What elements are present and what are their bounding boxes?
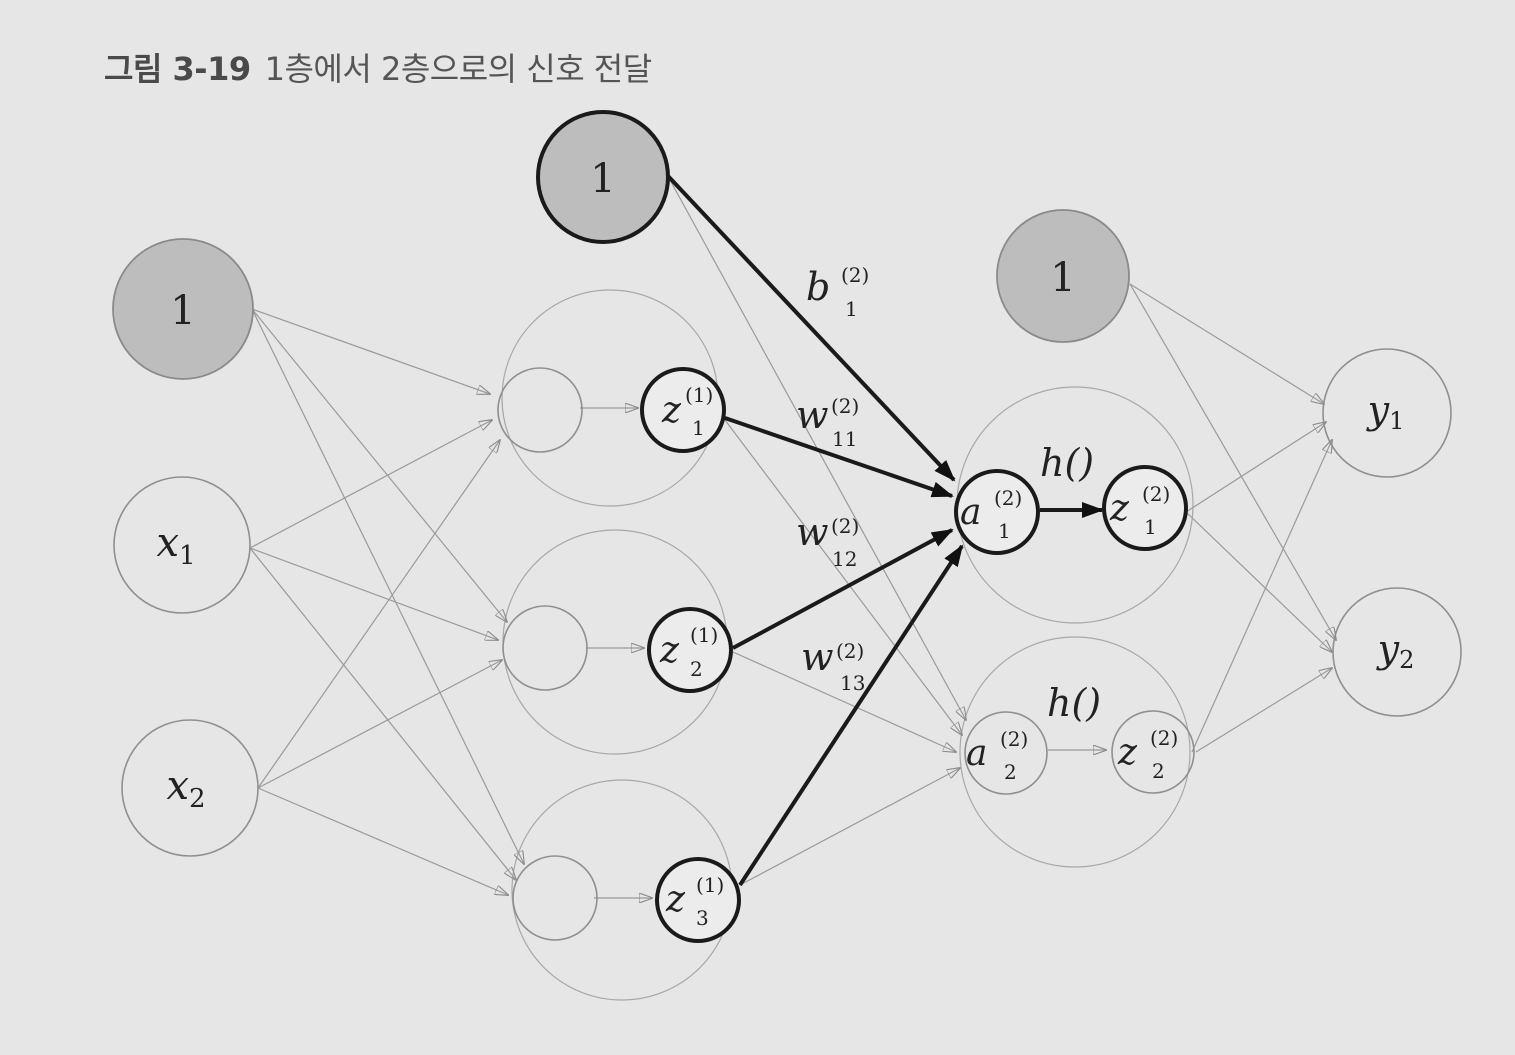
edge [257,660,502,789]
weight-label-w11: w (2) 11 [796,393,864,451]
layer1-sum-node-3 [512,855,598,941]
layer2-node-z1-label: z (2) 1 [1109,482,1175,539]
bias-node-input [112,238,254,380]
edge-z1-to-a1 [724,416,954,498]
input-node-x2-label: x2 [166,763,205,814]
edge-labels: b (2) 1 w (2) 11 w (2) 12 w (2) 13 h() h… [796,263,1101,725]
bias-node-layer2-label: 1 [1050,255,1075,301]
bias-node-input-label: 1 [170,288,195,334]
layer1-node-z3-label: z (1) 3 [665,873,729,930]
layer2-node-a2 [964,711,1048,795]
layer2-node-z2-label: z (2) 2 [1117,726,1183,783]
layer1-sum-node-1 [497,367,583,453]
edge [249,547,516,880]
edge [249,420,492,549]
figure-number: 그림 3-19 [104,50,251,88]
thin-edges [249,179,1336,898]
edge-z2-to-a1 [732,528,954,650]
figure-caption: 그림 3-19 1층에서 2층으로의 신호 전달 [104,44,652,90]
layer2-node-a1 [954,469,1040,555]
activation-label-h1: h() [1040,441,1094,485]
output-node-y1-label: y1 [1366,388,1405,435]
bold-edges [666,174,1104,887]
edge [251,308,507,622]
edge-z3-to-a1 [738,544,964,887]
layer2-node-a2-label: a (2) 2 [966,727,1033,784]
edge [251,308,490,394]
input-node-x2 [121,719,259,857]
layer2-node-z2 [1111,710,1195,794]
edge [1191,440,1332,753]
output-node-y1 [1322,348,1452,478]
edge [257,440,500,789]
edge [257,787,508,895]
edge [1185,511,1332,652]
bias-node-layer1-label: 1 [590,156,615,202]
edge [1195,668,1332,753]
edge [251,308,524,864]
bias-weight-label-b1: b (2) 1 [806,263,874,321]
layer1-node-z2-label: z (1) 2 [659,623,723,681]
layer1-node-z3 [655,857,741,943]
input-node-x1 [113,476,251,614]
layer1-sum-node-2 [502,605,588,691]
output-node-y2-label: y2 [1376,627,1415,674]
layer2-neuron2-group [959,636,1191,868]
nodes: 1 x1 x2 1 z (1) 1 z (1) 2 [112,110,1462,943]
edge [1185,422,1326,513]
layer1-node-z1 [640,367,726,453]
edge [249,547,498,640]
bias-node-layer2 [996,209,1130,343]
input-node-x1-label: x1 [156,520,195,571]
edge [1129,283,1336,640]
figure-title: 1층에서 2층으로의 신호 전달 [264,50,653,88]
layer1-node-z1-label: z (1) 1 [661,383,718,440]
output-node-y2 [1332,587,1462,717]
edge [732,651,956,752]
activation-label-h2: h() [1047,681,1101,725]
layer2-node-a1-label: a (2) 1 [960,486,1027,543]
edge [1129,283,1324,404]
edge-bias-to-a1 [666,174,956,482]
layer1-node-z2 [647,607,733,693]
edge [724,419,962,735]
layer2-node-z1 [1102,465,1188,551]
edge [739,768,960,886]
weight-label-w12: w (2) 12 [796,510,864,571]
weight-label-w13: w (2) 13 [801,635,869,695]
bias-node-layer1 [536,110,670,244]
